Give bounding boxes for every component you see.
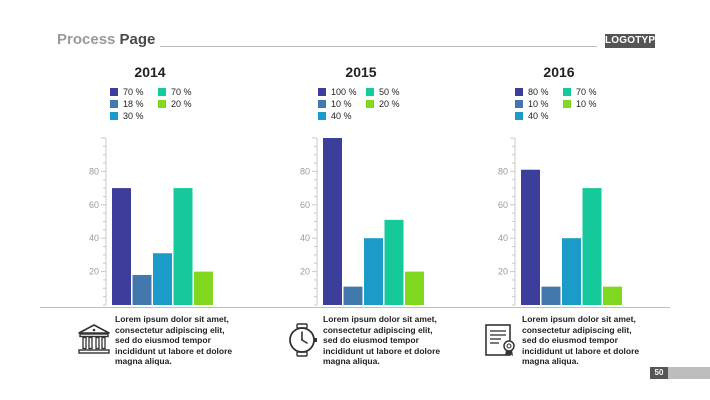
description-3-line: incididunt ut labore et dolore [522,345,640,356]
page-number: 50 [650,367,668,379]
description-2-line: sed do eiusmod tempor [323,335,419,345]
legend-label: 40 % [331,111,352,121]
header-divider [160,46,597,47]
chart-title: 2016 [543,64,574,80]
legend-label: 70 % [576,87,597,97]
y-tick-label: 80 [300,166,310,176]
legend-swatch [158,100,166,108]
legend-swatch [563,100,571,108]
description-2-line: consectetur adipiscing elit, [323,324,433,335]
legend-swatch [366,88,374,96]
bar [364,238,383,305]
page-title: Process Page [57,31,155,48]
legend-label: 70 % [171,87,192,97]
baseline-divider [40,307,670,308]
legend-swatch [110,112,118,120]
legend-swatch [318,88,326,96]
description-3-line: sed do eiusmod tempor [522,335,618,345]
bar [132,274,152,305]
legend-swatch [515,112,523,120]
page-title-word-2: Page [119,31,156,48]
bar [405,271,424,305]
legend-label: 70 % [123,87,144,97]
bar-charts: 2014 70 % 70 % 18 % 20 % 30 % 20 40 60 80 2015 100 … [89,64,622,306]
bar [582,188,602,305]
description-1: Lorem ipsum dolor sit amet, consectetur … [115,314,305,367]
legend-label: 10 % [331,99,352,109]
bar [194,271,213,305]
logo: LOGOTYPE [605,34,663,48]
description-1-line: sed do eiusmod tempor [115,335,211,345]
legend-swatch [158,88,166,96]
description-2-line: magna aliqua. [323,356,380,366]
description-1-line: Lorem ipsum dolor sit amet, [115,314,229,324]
legend-swatch [366,100,374,108]
bar [384,219,404,305]
y-tick-label: 80 [89,166,99,176]
y-tick-label: 60 [300,200,310,210]
page-number-bar [668,367,710,379]
legend-swatch [563,88,571,96]
page-title-word-1: Process [57,31,116,48]
bar [112,188,131,305]
bar [541,286,561,305]
description-3-line: consectetur adipiscing elit, [522,324,632,335]
bar [562,238,581,305]
bar [521,169,540,305]
bar [323,138,342,305]
clock-icon [289,323,317,357]
legend-label: 40 % [528,111,549,121]
description-1-line: consectetur adipiscing elit, [115,324,225,335]
legend-swatch [515,100,523,108]
y-tick-label: 80 [498,166,508,176]
legend-label: 80 % [528,87,549,97]
certificate-icon [485,324,515,356]
legend-label: 30 % [123,111,144,121]
legend-label: 10 % [576,99,597,109]
y-tick-label: 20 [300,267,310,277]
legend-swatch [515,88,523,96]
y-tick-label: 60 [498,200,508,210]
y-tick-label: 60 [89,200,99,210]
chart-title: 2015 [345,64,376,80]
bar [173,188,193,305]
legend-swatch [318,112,326,120]
chart-title: 2014 [134,64,165,80]
description-3-line: magna aliqua. [522,356,579,366]
description-2: Lorem ipsum dolor sit amet, consectetur … [323,314,513,367]
y-tick-label: 40 [89,233,99,243]
bar [343,286,363,305]
legend-label: 10 % [528,99,549,109]
bar [153,253,172,305]
description-3: Lorem ipsum dolor sit amet, consectetur … [522,314,710,367]
legend-swatch [318,100,326,108]
legend-swatch [110,100,118,108]
description-2-line: Lorem ipsum dolor sit amet, [323,314,437,324]
legend-label: 50 % [379,87,400,97]
legend-label: 20 % [379,99,400,109]
legend-label: 20 % [171,99,192,109]
y-tick-label: 20 [498,267,508,277]
legend-swatch [110,88,118,96]
y-tick-label: 20 [89,267,99,277]
bar [603,286,622,305]
description-3-line: Lorem ipsum dolor sit amet, [522,314,636,324]
description-2-line: incididunt ut labore et dolore [323,345,441,356]
y-tick-label: 40 [300,233,310,243]
bank-icon [78,324,110,354]
y-tick-label: 40 [498,233,508,243]
description-1-line: magna aliqua. [115,356,172,366]
description-1-line: incididunt ut labore et dolore [115,345,233,356]
legend-label: 18 % [123,99,144,109]
legend-label: 100 % [331,87,357,97]
